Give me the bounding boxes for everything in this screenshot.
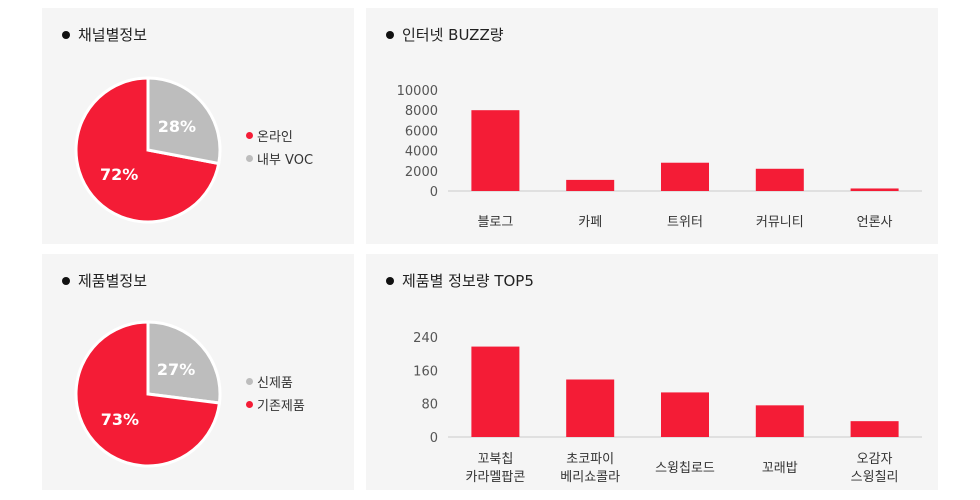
top5-category-label: 꼬북칩 <box>477 452 513 467</box>
buzz-ytick-label: 0 <box>430 185 438 200</box>
channel-pie-slice-label-0: 72% <box>100 165 138 184</box>
buzz-ytick-label: 4000 <box>405 145 438 160</box>
buzz-category-label: 트위터 <box>667 215 703 230</box>
channel-pie-chart: 72% 28% <box>74 76 222 224</box>
channel-pie-legend-item: 온라인 <box>246 124 313 147</box>
top5-category-label: 카라멜팝콘 <box>465 470 525 485</box>
legend-swatch-icon <box>246 378 253 385</box>
top5-bar-0 <box>471 346 520 437</box>
buzz-category-label: 블로그 <box>477 215 513 230</box>
channel-title-text: 채널별정보 <box>78 26 148 44</box>
buzz-bar-3 <box>755 168 804 191</box>
buzz-panel: 인터넷 BUZZ량 0 2000 4000 6000 8000 10000 블로그 카페 트위터… <box>366 8 938 244</box>
top5-bar-1 <box>566 379 615 437</box>
product-title-text: 제품별정보 <box>78 272 148 290</box>
top5-ytick-label: 80 <box>421 398 438 413</box>
top5-title-text: 제품별 정보량 TOP5 <box>402 272 534 290</box>
bullet-icon <box>62 30 70 39</box>
buzz-title-text: 인터넷 BUZZ량 <box>402 26 504 44</box>
legend-swatch-icon <box>246 401 253 408</box>
product-pie-slice-label-1: 73% <box>101 410 139 429</box>
top5-category-label: 초코파이 <box>566 452 614 467</box>
buzz-category-label: 카페 <box>578 215 602 230</box>
product-pie-legend-item: 신제품 <box>246 370 305 393</box>
product-pie-slice-0 <box>146 320 222 405</box>
product-pie-slice-label-0: 27% <box>157 360 195 379</box>
top5-ytick-label: 160 <box>413 364 438 379</box>
top5-category-label: 오감자 <box>857 452 893 467</box>
channel-pie-slice-1 <box>146 76 222 166</box>
legend-swatch-icon <box>246 155 253 162</box>
product-pie-legend-item: 기존제품 <box>246 393 305 416</box>
channel-pie-legend-item: 내부 VOC <box>246 147 313 170</box>
product-pie-legend-label: 신제품 <box>257 376 293 391</box>
channel-pie-slice-label-1: 28% <box>158 117 196 136</box>
top5-bar-2 <box>661 392 709 437</box>
buzz-ytick-label: 6000 <box>405 124 438 139</box>
top5-bar-3 <box>755 405 804 437</box>
product-panel-title: 제품별정보 <box>62 270 147 291</box>
buzz-panel-title: 인터넷 BUZZ량 <box>386 24 504 45</box>
bullet-icon <box>62 276 70 285</box>
buzz-bar-2 <box>661 162 709 191</box>
top5-category-label: 베리쇼콜라 <box>560 470 620 485</box>
buzz-bar-0 <box>471 110 520 191</box>
top5-panel-title: 제품별 정보량 TOP5 <box>386 270 534 291</box>
top5-category-label: 꼬래밥 <box>762 461 798 476</box>
channel-pie-legend-label: 내부 VOC <box>257 153 314 168</box>
channel-pie-legend-label: 온라인 <box>257 130 293 145</box>
buzz-category-label: 언론사 <box>857 215 893 230</box>
top5-bar-4 <box>850 421 899 437</box>
bullet-icon <box>386 30 394 39</box>
top5-ytick-label: 240 <box>413 331 438 346</box>
buzz-category-label: 커뮤니티 <box>756 215 804 230</box>
top5-category-label: 스윙칠리 <box>851 469 899 485</box>
top5-category-label: 스윙칩로드 <box>655 460 715 476</box>
bullet-icon <box>386 276 394 285</box>
product-pie-chart: 27% 73% <box>74 320 222 468</box>
buzz-ytick-label: 10000 <box>397 84 438 99</box>
buzz-ytick-label: 2000 <box>405 165 438 180</box>
top5-ytick-label: 0 <box>430 431 438 446</box>
buzz-bar-4 <box>850 188 899 191</box>
product-pie-slice-1 <box>74 320 222 468</box>
channel-panel-title: 채널별정보 <box>62 24 147 45</box>
buzz-bar-chart: 0 2000 4000 6000 8000 10000 블로그 카페 트위터 커뮤니티 언론사 <box>397 84 922 230</box>
product-pie-legend-label: 기존제품 <box>257 399 305 414</box>
buzz-bar-1 <box>566 179 615 191</box>
legend-swatch-icon <box>246 132 253 139</box>
buzz-ytick-label: 8000 <box>405 104 438 119</box>
